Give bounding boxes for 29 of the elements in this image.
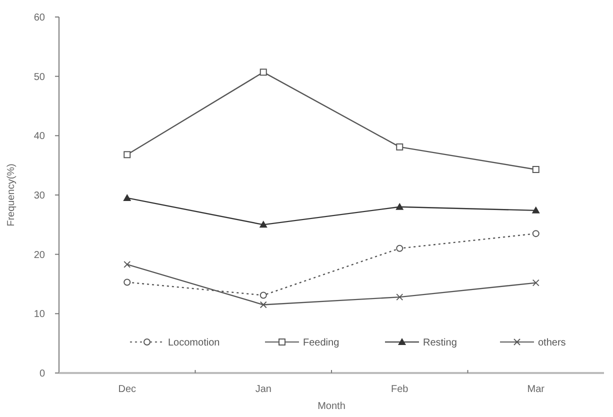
x-tick-label: Mar [527, 384, 546, 395]
x-tick-label: Feb [391, 384, 409, 395]
point [124, 278, 131, 286]
point [260, 68, 267, 76]
x-axis-title: Month [318, 401, 346, 412]
point [260, 292, 267, 299]
y-tick-label: 50 [34, 72, 46, 83]
y-tick-label: 10 [34, 309, 46, 320]
y-tick-label: 0 [39, 368, 46, 380]
point [124, 151, 131, 158]
point [396, 244, 404, 252]
point [532, 206, 540, 214]
point [396, 202, 404, 210]
x-tick-label: Jan [255, 384, 272, 395]
point [532, 166, 540, 173]
x-tick-label: Dec [118, 384, 136, 395]
point [396, 143, 404, 150]
legend-label: Resting [423, 338, 457, 348]
y-axis-title: Frequency(%) [6, 164, 17, 226]
y-tick-label: 40 [34, 131, 46, 142]
legend-label: Feeding [303, 338, 340, 348]
y-tick-label: 30 [34, 190, 46, 202]
point [123, 194, 132, 201]
y-tick-label: 60 [34, 12, 46, 24]
point [259, 220, 268, 228]
legend-label: others [538, 338, 566, 348]
legend-label: Locomotion [168, 338, 220, 348]
y-tick-label: 20 [34, 250, 46, 261]
point [532, 230, 540, 238]
